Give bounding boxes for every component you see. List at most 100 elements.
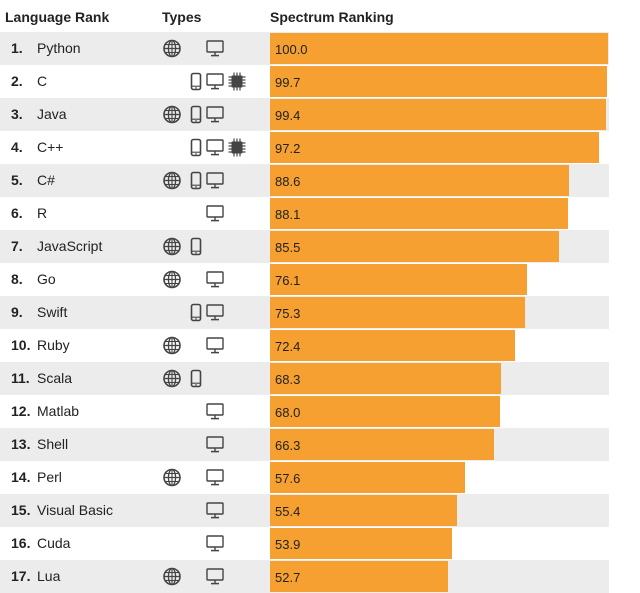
rank-number: 4.	[11, 139, 23, 155]
ranking-bar[interactable]	[270, 330, 515, 361]
score-label: 57.6	[275, 471, 301, 486]
rank-number: 7.	[11, 238, 23, 254]
type-icons	[160, 164, 268, 197]
language-name: C#	[37, 172, 55, 188]
table-row: 3. Java 99.4	[0, 98, 609, 131]
table-row: 5. C# 88.6	[0, 164, 609, 197]
rank-number: 8.	[11, 271, 23, 287]
score-label: 100.0	[275, 42, 308, 57]
score-label: 99.7	[275, 75, 301, 90]
type-icons	[160, 560, 268, 593]
web-icon	[162, 105, 182, 124]
ranking-bar[interactable]	[270, 66, 607, 97]
bar-track: 88.6	[270, 165, 608, 196]
language-name: Perl	[37, 469, 62, 485]
bar-track: 99.7	[270, 66, 608, 97]
ranking-bar[interactable]	[270, 495, 458, 526]
ranking-bar[interactable]	[270, 429, 495, 460]
bar-track: 99.4	[270, 99, 608, 130]
language-name: R	[37, 205, 48, 221]
type-icons	[160, 98, 268, 131]
desktop-icon	[205, 39, 225, 58]
score-label: 99.4	[275, 108, 301, 123]
bar-track: 52.7	[270, 561, 608, 592]
language-name: Go	[37, 271, 56, 287]
bar-track: 88.1	[270, 198, 608, 229]
web-icon	[162, 336, 182, 355]
ranking-bar[interactable]	[270, 132, 599, 163]
ranking-bar[interactable]	[270, 363, 501, 394]
desktop-icon	[205, 468, 225, 487]
desktop-icon	[205, 567, 225, 586]
score-label: 53.9	[275, 537, 301, 552]
bar-track: 97.2	[270, 132, 608, 163]
language-name: Matlab	[37, 403, 80, 419]
type-icons	[160, 296, 268, 329]
language-name: C++	[37, 139, 64, 155]
table-row: 16. Cuda 53.9	[0, 527, 609, 560]
ranking-bar[interactable]	[270, 33, 608, 64]
bar-track: 66.3	[270, 429, 608, 460]
ranking-bar[interactable]	[270, 198, 568, 229]
rank-number: 9.	[11, 304, 23, 320]
table-row: 15. Visual Basic 55.4	[0, 494, 609, 527]
bar-track: 100.0	[270, 33, 608, 64]
language-name: Visual Basic	[37, 502, 114, 518]
embedded-icon	[227, 138, 247, 157]
type-icons	[160, 131, 268, 164]
mobile-icon	[186, 237, 206, 256]
ranking-bar[interactable]	[270, 462, 465, 493]
desktop-icon	[205, 534, 225, 553]
web-icon	[162, 270, 182, 289]
ranking-bar[interactable]	[270, 99, 606, 130]
type-icons	[160, 197, 268, 230]
rank-number: 10.	[11, 337, 31, 353]
type-icons	[160, 263, 268, 296]
desktop-icon	[205, 336, 225, 355]
table-row: 1. Python 100.0	[0, 32, 609, 65]
ranking-bar[interactable]	[270, 231, 559, 262]
ranking-bar[interactable]	[270, 297, 525, 328]
spectrum-ranking-header[interactable]: Spectrum Ranking	[270, 9, 394, 25]
language-name: Python	[37, 40, 81, 56]
ranking-bar[interactable]	[270, 165, 570, 196]
type-icons	[160, 65, 268, 98]
language-name: Scala	[37, 370, 73, 386]
desktop-icon	[205, 105, 225, 124]
type-icons	[160, 329, 268, 362]
bar-track: 53.9	[270, 528, 608, 559]
web-icon	[162, 39, 182, 58]
bar-track: 57.6	[270, 462, 608, 493]
desktop-icon	[205, 72, 225, 91]
type-icons	[160, 32, 268, 65]
rank-number: 5.	[11, 172, 23, 188]
score-label: 97.2	[275, 141, 301, 156]
score-label: 68.0	[275, 405, 301, 420]
rank-number: 3.	[11, 106, 23, 122]
mobile-icon	[186, 369, 206, 388]
language-rank-header[interactable]: Language Rank	[5, 9, 110, 25]
table-header: Language Rank Types Spectrum Ranking	[0, 0, 640, 32]
desktop-icon	[205, 402, 225, 421]
bar-track: 85.5	[270, 231, 608, 262]
rank-number: 1.	[11, 40, 23, 56]
ranking-bar[interactable]	[270, 264, 528, 295]
bar-track: 75.3	[270, 297, 608, 328]
web-icon	[162, 468, 182, 487]
score-label: 55.4	[275, 504, 301, 519]
score-label: 76.1	[275, 273, 301, 288]
type-icons	[160, 230, 268, 263]
bar-track: 68.0	[270, 396, 608, 427]
bar-track: 55.4	[270, 495, 608, 526]
type-icons	[160, 362, 268, 395]
type-icons	[160, 461, 268, 494]
score-label: 88.6	[275, 174, 301, 189]
table-row: 17. Lua 52.7	[0, 560, 609, 593]
ranking-bar[interactable]	[270, 396, 500, 427]
types-header[interactable]: Types	[162, 9, 202, 25]
language-name: C	[37, 73, 48, 89]
mobile-icon	[186, 105, 206, 124]
score-label: 66.3	[275, 438, 301, 453]
desktop-icon	[205, 138, 225, 157]
ranking-bar[interactable]	[270, 528, 453, 559]
